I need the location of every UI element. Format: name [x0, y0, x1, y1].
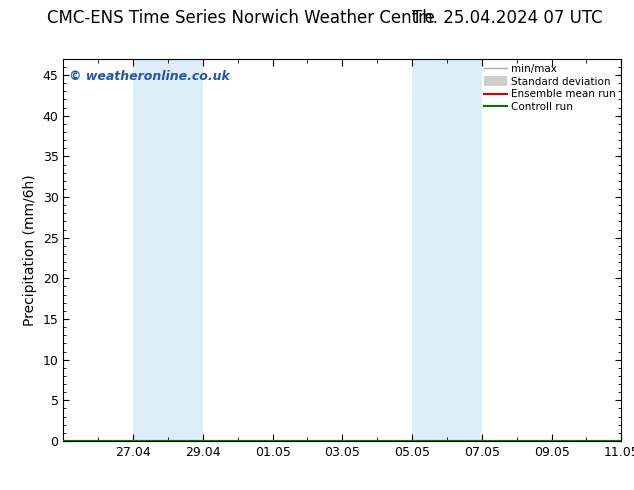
Legend: min/max, Standard deviation, Ensemble mean run, Controll run: min/max, Standard deviation, Ensemble me…: [482, 62, 618, 114]
Y-axis label: Precipitation (mm/6h): Precipitation (mm/6h): [23, 174, 37, 326]
Bar: [133, 59, 203, 441]
Bar: [412, 59, 482, 441]
Text: Th. 25.04.2024 07 UTC: Th. 25.04.2024 07 UTC: [412, 9, 602, 27]
Text: CMC-ENS Time Series Norwich Weather Centre: CMC-ENS Time Series Norwich Weather Cent…: [47, 9, 435, 27]
Text: © weatheronline.co.uk: © weatheronline.co.uk: [69, 70, 230, 83]
